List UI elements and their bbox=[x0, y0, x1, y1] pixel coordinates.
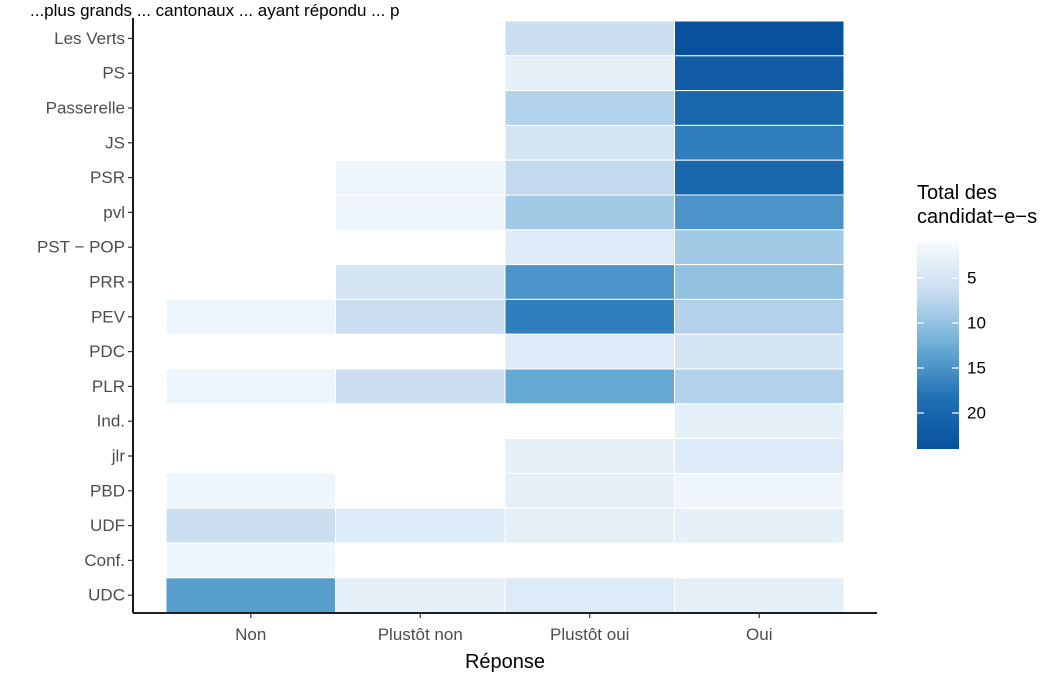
legend-tick-label: 15 bbox=[967, 359, 986, 378]
heatmap-cell bbox=[504, 20, 675, 57]
heatmap-cell bbox=[674, 20, 845, 57]
heatmap-cell bbox=[674, 403, 845, 440]
heatmap-cell bbox=[504, 368, 675, 405]
legend-ticks: 5 10 15 20 bbox=[917, 269, 986, 423]
y-tick-label: UDF bbox=[90, 516, 125, 535]
legend-tick-label: 10 bbox=[967, 314, 986, 333]
heatmap-cell bbox=[165, 472, 336, 509]
heatmap-cell bbox=[504, 124, 675, 161]
heatmap-cell bbox=[504, 159, 675, 196]
y-tick-label: JS bbox=[105, 133, 125, 152]
x-tick-label: Oui bbox=[746, 625, 772, 644]
x-tick-label: Plustôt non bbox=[378, 625, 463, 644]
heatmap-cell bbox=[504, 194, 675, 231]
x-tick-label: Non bbox=[235, 625, 266, 644]
heatmap-cell bbox=[504, 298, 675, 335]
heatmap-cell bbox=[674, 264, 845, 300]
heatmap-cell bbox=[674, 90, 845, 126]
x-tick-label: Plustôt oui bbox=[550, 625, 629, 644]
heatmap-cell bbox=[674, 577, 845, 614]
heatmap-cell bbox=[504, 507, 675, 544]
legend-title-line-2: candidat−e−s bbox=[917, 206, 1037, 228]
heatmap-cell bbox=[674, 55, 845, 92]
y-tick-label: PDC bbox=[89, 342, 125, 361]
color-legend: Total des candidat−e−s 5 10 15 20 bbox=[917, 182, 1037, 449]
heatmap-cell bbox=[674, 124, 845, 161]
heatmap-cell bbox=[335, 368, 506, 405]
heatmap-cell bbox=[165, 577, 336, 614]
heatmap-cell bbox=[335, 298, 506, 335]
heatmap-cell bbox=[504, 472, 675, 509]
heatmap-cell bbox=[674, 298, 845, 335]
heatmap-cell bbox=[165, 507, 336, 544]
y-tick-label: PSR bbox=[90, 168, 125, 187]
y-tick-label: Passerelle bbox=[46, 99, 125, 118]
heatmap-cell bbox=[504, 264, 675, 300]
heatmap-cell bbox=[504, 438, 675, 474]
heatmap-cell bbox=[335, 577, 506, 614]
heatmap-cell bbox=[504, 333, 675, 370]
heatmap-cell bbox=[674, 159, 845, 196]
heatmap-cell bbox=[674, 368, 845, 405]
heatmap-cell bbox=[674, 229, 845, 266]
legend-colorbar bbox=[917, 242, 959, 449]
heatmap-cell bbox=[335, 194, 506, 231]
heatmap-cell bbox=[674, 507, 845, 544]
y-tick-label: PBD bbox=[90, 481, 125, 500]
heatmap-cell bbox=[335, 507, 506, 544]
heatmap-cell bbox=[674, 194, 845, 231]
y-tick-label: Les Verts bbox=[54, 29, 125, 48]
y-tick-label: PLR bbox=[92, 377, 125, 396]
legend-tick-label: 20 bbox=[967, 404, 986, 423]
heatmap-cell bbox=[335, 159, 506, 196]
chart-title-fragment: ...plus grands ... cantonaux ... ayant r… bbox=[30, 1, 400, 20]
heatmap-cell bbox=[674, 333, 845, 370]
x-axis-title: Réponse bbox=[465, 651, 545, 673]
x-axis: Non Plustôt non Plustôt oui Oui bbox=[133, 612, 877, 644]
heatmap-cell bbox=[674, 438, 845, 474]
heatmap-cell bbox=[165, 368, 336, 405]
y-tick-label: PEV bbox=[91, 307, 126, 326]
y-tick-label: Conf. bbox=[84, 551, 125, 570]
y-tick-label: PRR bbox=[89, 273, 125, 292]
y-tick-label: jlr bbox=[111, 447, 126, 466]
heatmap-cell bbox=[504, 577, 675, 614]
heatmap-cells bbox=[165, 20, 845, 614]
y-tick-label: Ind. bbox=[97, 412, 125, 431]
y-axis: Les Verts PS Passerelle JS PSR pvl PST − POP PR… bbox=[37, 18, 134, 613]
heatmap-cell bbox=[504, 55, 675, 92]
heatmap-cell bbox=[504, 90, 675, 126]
heatmap-cell bbox=[674, 472, 845, 509]
y-tick-label: PST − POP bbox=[37, 238, 125, 257]
heatmap-cell bbox=[504, 229, 675, 266]
heatmap-cell bbox=[165, 298, 336, 335]
y-tick-label: pvl bbox=[103, 203, 125, 222]
y-tick-label: PS bbox=[102, 64, 125, 83]
heatmap-cell bbox=[335, 264, 506, 300]
y-tick-label: UDC bbox=[88, 586, 125, 605]
legend-tick-label: 5 bbox=[967, 269, 976, 288]
legend-title-line-1: Total des bbox=[917, 182, 997, 204]
heatmap-cell bbox=[165, 542, 336, 579]
